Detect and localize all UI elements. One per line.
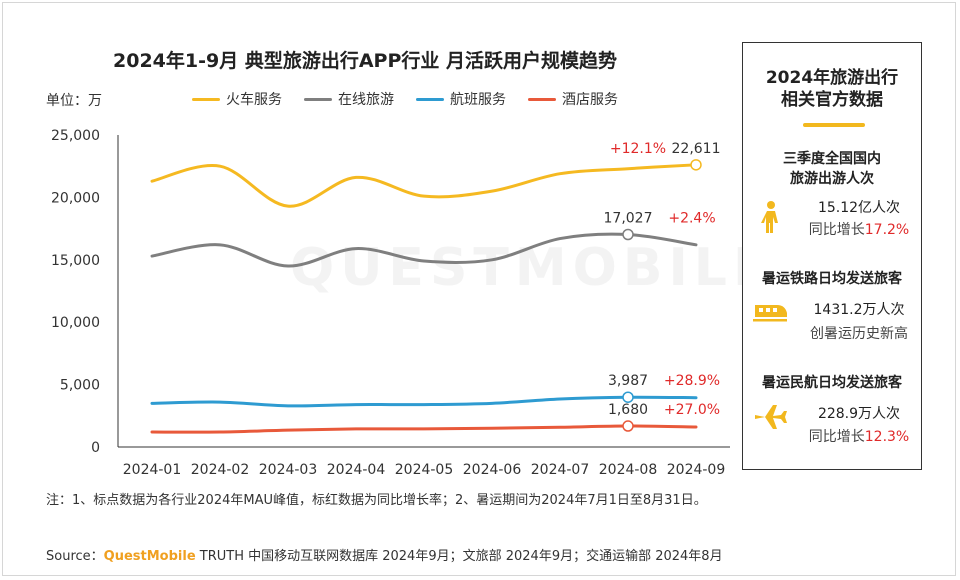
legend-item-train: 火车服务 xyxy=(192,89,282,109)
chart-title: 2024年1-9月 典型旅游出行APP行业 月活跃用户规模趋势 xyxy=(113,50,617,72)
peak-marker-flight xyxy=(622,391,634,403)
train-icon xyxy=(751,295,787,325)
unit-label: 单位：万 xyxy=(46,93,102,109)
stat-3-heading: 暑运民航日均发送旅客 xyxy=(762,375,902,391)
series-line-train xyxy=(150,163,698,208)
peak-marker-train xyxy=(690,159,702,171)
legend-item-flight: 航班服务 xyxy=(416,89,506,109)
side-title-line2: 相关官方数据 xyxy=(781,90,883,110)
peak-marker-hotel xyxy=(622,420,634,432)
legend: 火车服务 在线旅游 航班服务 酒店服务 xyxy=(192,89,618,109)
y-tick-label: 20,000 xyxy=(51,190,100,206)
y-tick-label: 25,000 xyxy=(51,128,100,144)
stat-2-sub: 创暑运历史新高 xyxy=(810,326,908,342)
y-tick-label: 15,000 xyxy=(51,253,100,269)
stat-1-sub-prefix: 同比增长 xyxy=(808,222,865,238)
x-tick-label: 2024-05 xyxy=(395,462,454,478)
legend-label-flight: 航班服务 xyxy=(450,92,506,108)
stat-1-heading-line2: 旅游出游人次 xyxy=(790,171,874,187)
stat-3-value: 228.9万人次 xyxy=(817,406,901,422)
source-rest: TRUTH 中国移动互联网数据库 2024年9月；文旅部 2024年9月；交通运… xyxy=(195,549,723,564)
source-line: Source：QuestMobile TRUTH 中国移动互联网数据库 2024… xyxy=(46,545,723,564)
growth-label-travel: +2.4% xyxy=(668,211,715,227)
x-tick-label: 2024-01 xyxy=(123,462,182,478)
stat-1-heading: 三季度全国国内 旅游出游人次 xyxy=(743,149,921,189)
series-line-travel xyxy=(150,232,698,268)
airplane-icon xyxy=(751,399,787,429)
x-tick-label: 2024-02 xyxy=(191,462,250,478)
y-tick-label: 5,000 xyxy=(60,378,100,394)
series-line-flight xyxy=(150,395,698,408)
stat-2-heading: 暑运铁路日均发送旅客 xyxy=(762,271,902,287)
side-panel-title: 2024年旅游出行 相关官方数据 xyxy=(743,67,921,111)
growth-label-train: +12.1% xyxy=(610,141,666,157)
stat-1-heading-line1: 三季度全国国内 xyxy=(783,151,881,167)
walking-person-icon xyxy=(753,199,789,233)
peak-value-label-train: 22,611 xyxy=(672,141,721,157)
x-tick-label: 2024-07 xyxy=(531,462,590,478)
growth-label-hotel: +27.0% xyxy=(664,402,720,418)
peak-value-label-hotel: 1,680 xyxy=(608,402,648,418)
side-title-underline xyxy=(803,123,865,127)
x-tick-label: 2024-03 xyxy=(259,462,318,478)
stat-3-sub-prefix: 同比增长 xyxy=(808,429,865,445)
legend-item-hotel: 酒店服务 xyxy=(528,89,618,109)
stat-3-sub-highlight: 12.3% xyxy=(864,429,910,445)
x-tick-label: 2024-08 xyxy=(599,462,658,478)
x-tick-label: 2024-06 xyxy=(463,462,522,478)
stat-1-sub-highlight: 17.2% xyxy=(864,222,910,238)
stat-1-value: 15.12亿人次 xyxy=(817,200,901,216)
legend-item-travel: 在线旅游 xyxy=(304,89,394,109)
legend-label-hotel: 酒店服务 xyxy=(562,92,618,108)
peak-value-label-travel: 17,027 xyxy=(604,211,653,227)
x-tick-label: 2024-09 xyxy=(667,462,726,478)
source-prefix: Source： xyxy=(46,549,104,564)
side-title-line1: 2024年旅游出行 xyxy=(765,68,899,88)
y-tick-label: 10,000 xyxy=(51,315,100,331)
stat-1-sub: 同比增长17.2% xyxy=(799,219,919,239)
legend-label-travel: 在线旅游 xyxy=(338,92,394,108)
legend-swatch-train xyxy=(192,97,220,101)
legend-swatch-hotel xyxy=(528,97,556,101)
stat-2-value: 1431.2万人次 xyxy=(813,302,905,318)
series-line-hotel xyxy=(150,424,698,434)
growth-label-flight: +28.9% xyxy=(664,373,720,389)
stat-3-sub: 同比增长12.3% xyxy=(799,426,919,446)
peak-value-label-flight: 3,987 xyxy=(608,373,648,389)
side-panel: 2024年旅游出行 相关官方数据 三季度全国国内 旅游出游人次 15.12亿人次… xyxy=(742,42,922,470)
legend-swatch-travel xyxy=(304,97,332,101)
source-brand: QuestMobile xyxy=(103,549,196,564)
footnote: 注：1、标点数据为各行业2024年MAU峰值，标红数据为同比增长率；2、暑运期间… xyxy=(46,493,707,508)
legend-swatch-flight xyxy=(416,97,444,101)
legend-label-train: 火车服务 xyxy=(226,92,282,108)
peak-marker-travel xyxy=(622,228,634,241)
y-tick-label: 0 xyxy=(91,440,100,456)
x-tick-label: 2024-04 xyxy=(327,462,386,478)
